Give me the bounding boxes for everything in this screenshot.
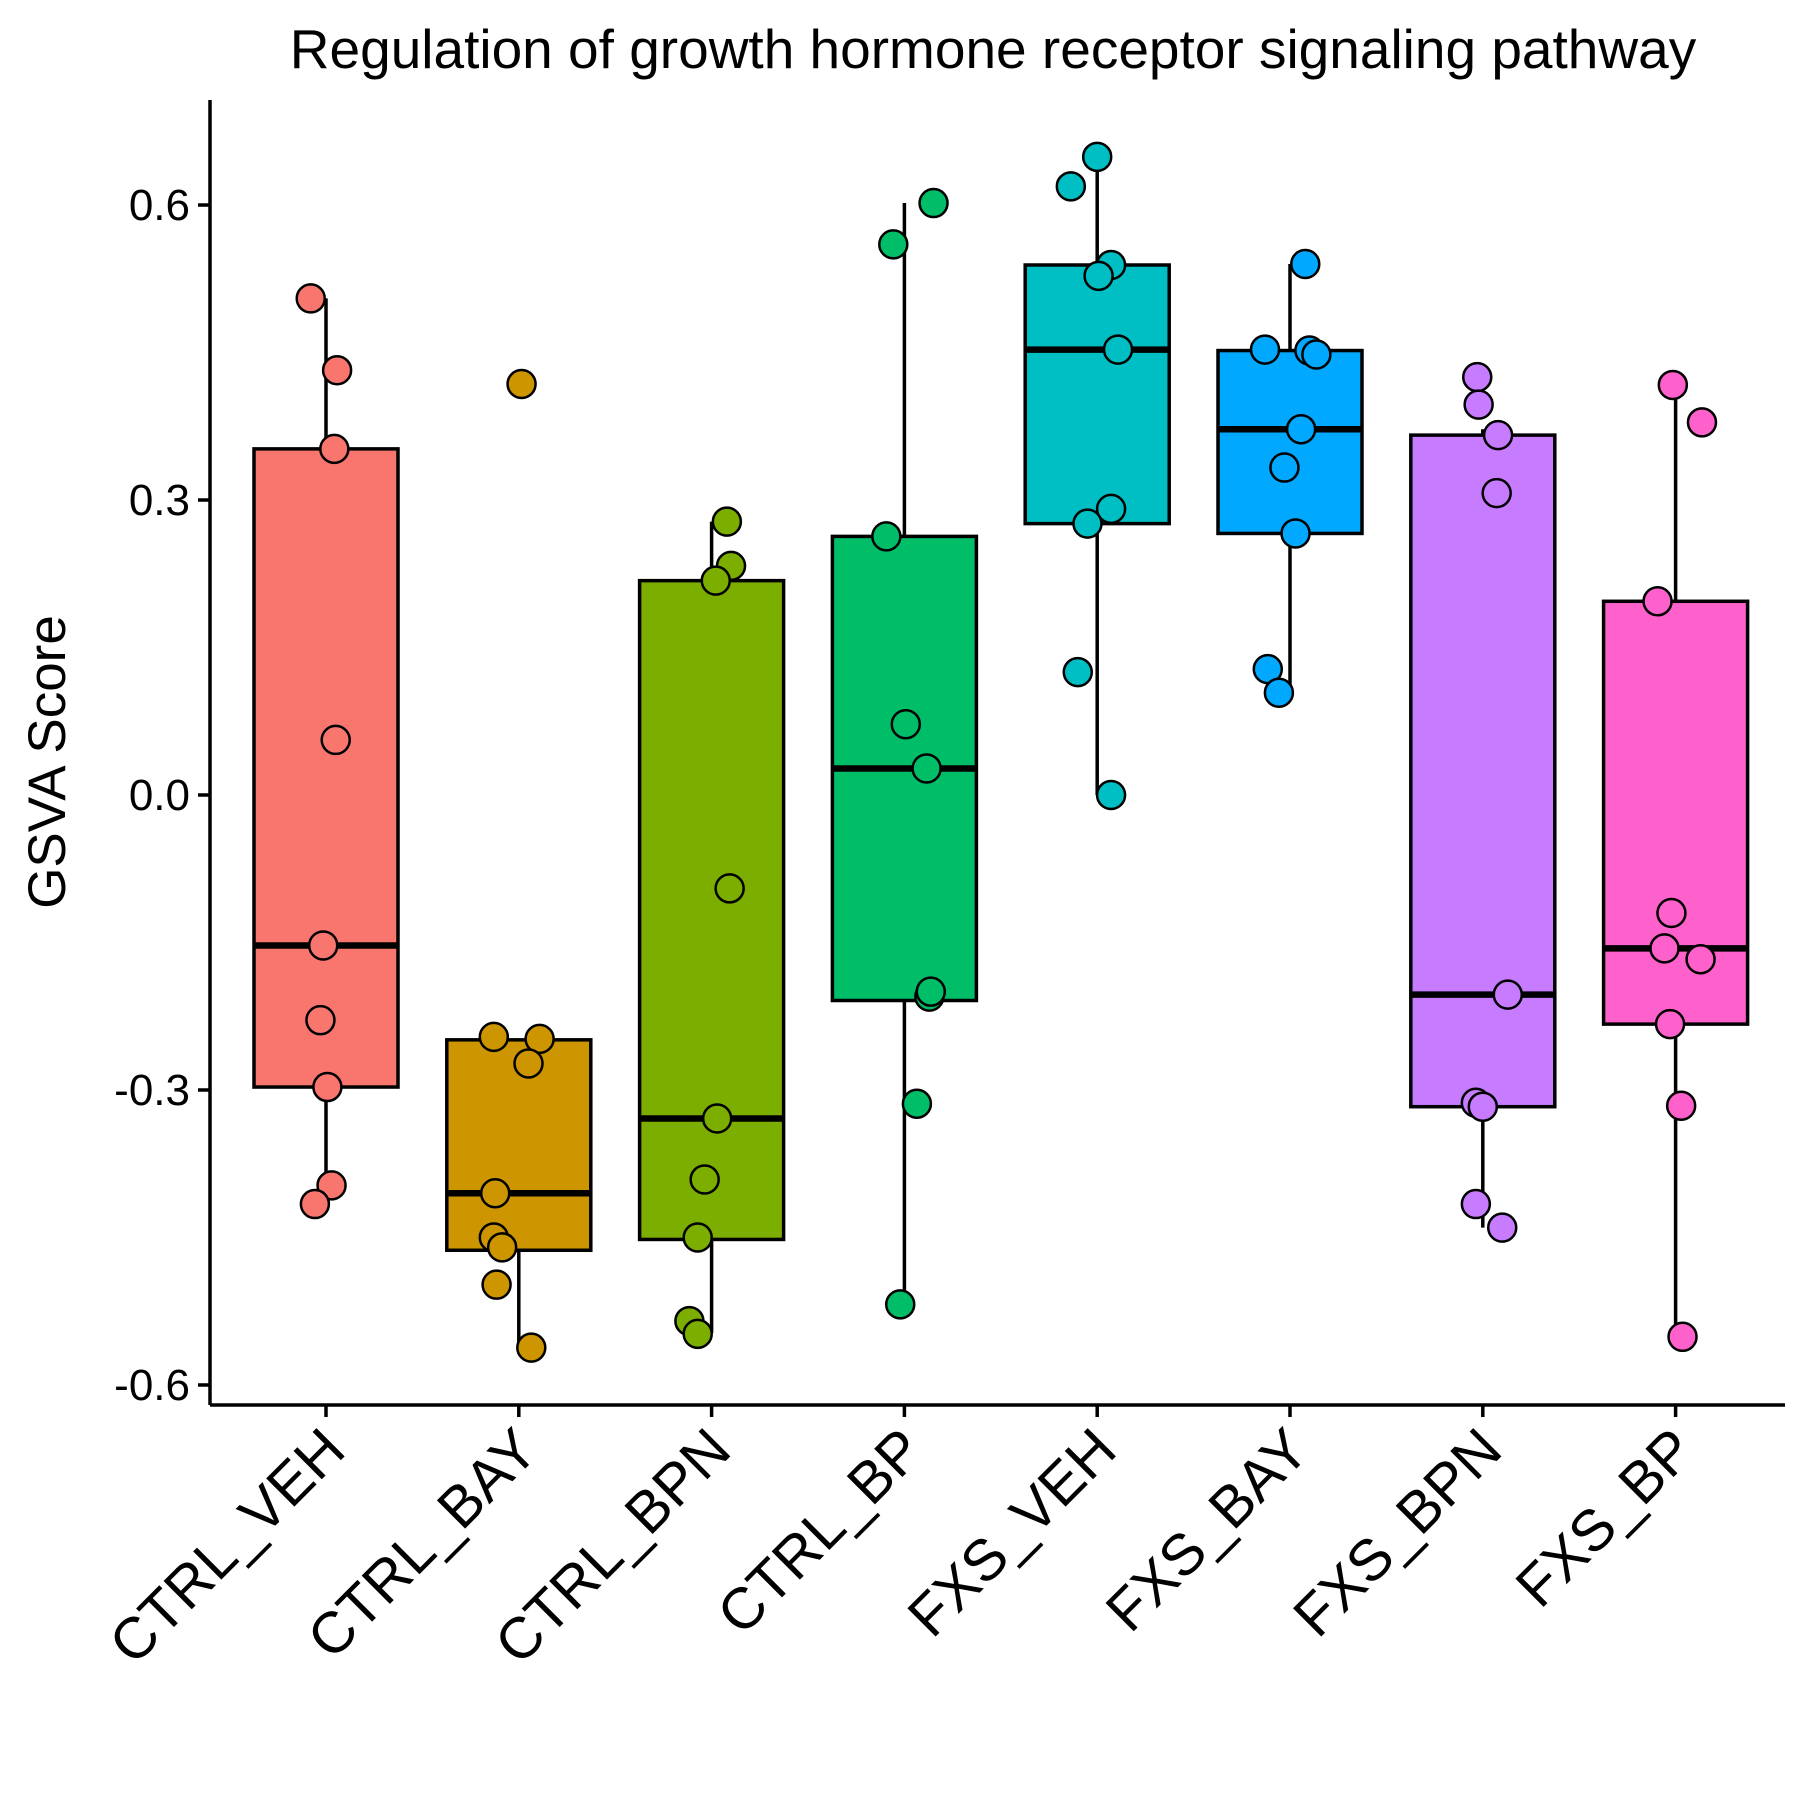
x-tick-label: FXS_BPN: [1281, 1416, 1514, 1649]
box-iqr: [637, 578, 786, 1242]
points-group-ctrl-bay: [478, 368, 555, 1363]
data-point: [295, 283, 326, 314]
x-tick-label: FXS_VEH: [896, 1416, 1129, 1649]
points-group-fxs-veh: [1055, 141, 1134, 811]
data-point: [1481, 477, 1512, 509]
data-point: [1649, 933, 1680, 964]
data-point: [901, 1088, 933, 1120]
data-point: [714, 873, 745, 904]
data-point: [871, 521, 902, 552]
data-point: [479, 1177, 511, 1209]
data-point: [1062, 656, 1094, 688]
data-point: [1657, 369, 1689, 401]
data-point: [1249, 334, 1281, 365]
data-point: [1654, 1008, 1686, 1040]
data-point: [478, 1021, 510, 1053]
points-group-fxs-bay: [1249, 248, 1332, 708]
data-point: [1083, 260, 1114, 292]
data-point: [1486, 1212, 1518, 1243]
data-point: [911, 753, 942, 784]
data-point: [1686, 407, 1718, 438]
box-iqr: [1409, 433, 1557, 1109]
data-point: [1656, 897, 1687, 929]
data-point: [319, 433, 350, 465]
data-point: [884, 1289, 916, 1320]
points-group-ctrl-veh: [295, 283, 353, 1220]
data-point: [915, 976, 947, 1007]
data-point: [878, 229, 909, 260]
y-axis-label: GSVA Score: [18, 615, 77, 909]
points-group-ctrl-bp: [871, 187, 949, 1320]
box-group-fxs-bpn: [1409, 429, 1557, 1228]
data-point: [1461, 361, 1493, 393]
box-group-fxs-bay: [1216, 264, 1364, 693]
data-point: [299, 1188, 331, 1220]
box-iqr: [1023, 263, 1171, 526]
data-point: [312, 1071, 343, 1103]
data-point: [1667, 1321, 1698, 1353]
data-point: [481, 1269, 512, 1300]
box-group-ctrl-bay: [445, 1038, 593, 1346]
box-group-ctrl-bpn: [637, 521, 786, 1333]
x-tick-label: FXS_BP: [1504, 1416, 1707, 1619]
data-point: [524, 1023, 555, 1055]
data-point: [1463, 389, 1494, 420]
x-tick-label: CTRL_BP: [705, 1416, 936, 1647]
data-point: [1081, 141, 1113, 173]
y-tick-label: -0.6: [114, 1361, 190, 1410]
data-point: [506, 368, 537, 400]
data-point: [1460, 1188, 1492, 1220]
data-point: [682, 1222, 713, 1253]
data-point: [513, 1048, 544, 1079]
data-point: [918, 187, 949, 219]
y-tick-label: 0.3: [129, 476, 190, 525]
y-tick-label: 0.6: [129, 181, 190, 230]
data-point: [689, 1164, 720, 1195]
data-point: [1467, 1091, 1499, 1122]
data-point: [1685, 943, 1716, 975]
data-point: [516, 1332, 547, 1363]
box-group-ctrl-bp: [830, 203, 979, 1305]
data-point: [1055, 171, 1087, 202]
points-group-ctrl-bpn: [674, 506, 747, 1350]
data-point: [321, 354, 353, 386]
data-point: [1285, 413, 1317, 445]
data-point: [1301, 339, 1332, 370]
plot-area: [252, 141, 1750, 1363]
data-point: [486, 1232, 518, 1263]
box-iqr: [1216, 348, 1364, 536]
data-point: [1263, 677, 1295, 708]
points-group-fxs-bp: [1642, 369, 1718, 1353]
data-point: [1290, 248, 1321, 280]
data-point: [1095, 779, 1127, 811]
data-point: [1095, 493, 1127, 525]
data-point: [307, 930, 339, 961]
data-point: [1665, 1090, 1697, 1121]
data-point: [700, 565, 732, 596]
points-group-fxs-bpn: [1460, 361, 1524, 1243]
data-point: [1642, 586, 1673, 617]
data-point: [890, 708, 922, 740]
box-iqr: [252, 447, 400, 1089]
box-iqr: [1601, 599, 1750, 1026]
box-group-fxs-veh: [1023, 156, 1171, 795]
data-point: [1102, 334, 1134, 365]
data-point: [711, 506, 743, 537]
data-point: [1072, 508, 1103, 539]
data-point: [682, 1318, 713, 1350]
data-point: [1492, 979, 1524, 1010]
data-point: [320, 724, 351, 756]
data-point: [701, 1103, 733, 1134]
data-point: [1482, 419, 1514, 451]
y-tick-label: -0.3: [114, 1066, 190, 1115]
y-tick-label: 0.0: [129, 771, 190, 820]
data-point: [1269, 452, 1300, 483]
data-point: [1280, 518, 1311, 549]
data-point: [305, 1004, 336, 1036]
chart-title: Regulation of growth hormone receptor si…: [290, 18, 1697, 80]
box-group-fxs-bp: [1601, 384, 1750, 1337]
box-group-ctrl-veh: [252, 298, 400, 1186]
